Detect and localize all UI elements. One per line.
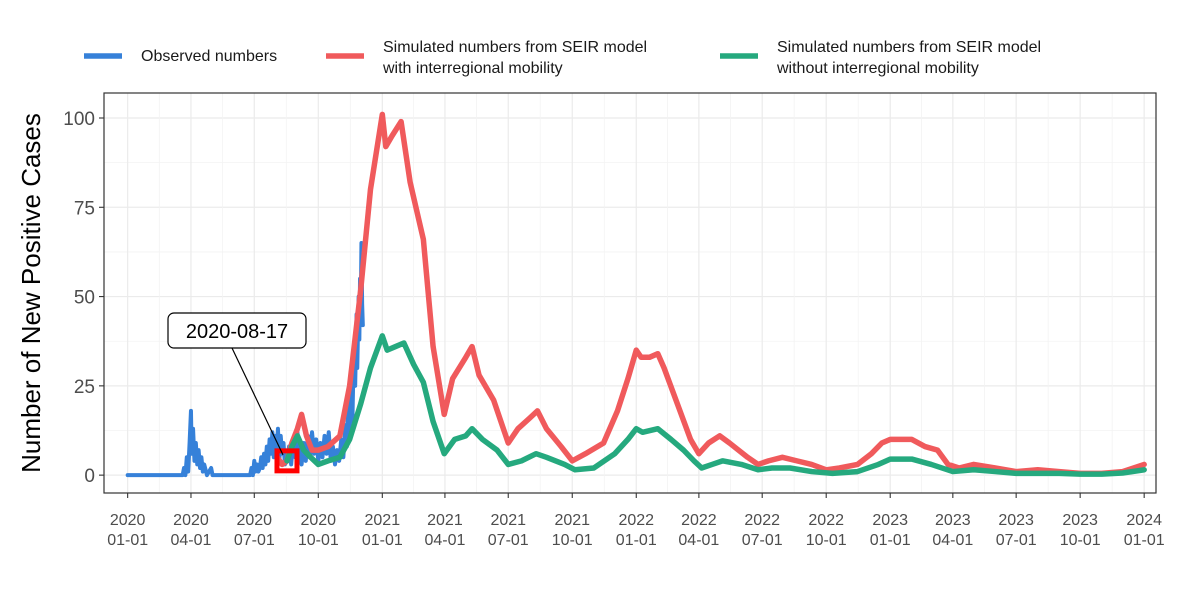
x-tick-label: 2020 01-01 xyxy=(107,512,148,549)
annotation-highlight xyxy=(274,448,300,474)
x-tick-label: 2023 04-01 xyxy=(932,512,973,549)
plot-border xyxy=(103,92,1157,494)
legend-item: Simulated numbers from SEIR model with in… xyxy=(326,39,647,77)
annotation-box xyxy=(167,312,307,349)
y-tick-label: 75 xyxy=(74,198,95,219)
x-tick-label: 2023 07-01 xyxy=(996,512,1037,549)
legend-label: Simulated numbers from SEIR model without… xyxy=(776,39,1041,77)
x-tick-label: 2020 10-01 xyxy=(298,512,339,549)
series-line-with-mobility xyxy=(274,111,1147,477)
y-tick-label: 100 xyxy=(63,109,95,130)
series-line-without-mobility xyxy=(284,333,1147,477)
x-tick-label: 2021 01-01 xyxy=(362,512,403,549)
y-tick-label: 25 xyxy=(74,377,95,398)
legend: Observed numbers Simulated numbers from S… xyxy=(84,39,1041,77)
x-tick-label: 2021 07-01 xyxy=(488,512,529,549)
x-tick-label: 2020 07-01 xyxy=(234,512,275,549)
annotation-label: 2020-08-17 xyxy=(186,321,288,343)
x-tick-label: 2023 01-01 xyxy=(870,512,911,549)
y-axis-title: Number of New Positive Cases xyxy=(16,113,46,473)
x-tick-label: 2023 10-01 xyxy=(1060,512,1101,549)
x-tick-label: 2022 07-01 xyxy=(742,512,783,549)
legend-item: Observed numbers xyxy=(84,48,277,65)
x-tick-label: 2022 04-01 xyxy=(678,512,719,549)
plot-area: 2020-08-17 xyxy=(103,92,1157,494)
x-tick-label: 2022 01-01 xyxy=(616,512,657,549)
legend-item: Simulated numbers from SEIR model without… xyxy=(720,39,1041,77)
annotation: 2020-08-17 xyxy=(167,312,307,474)
series-layer xyxy=(125,111,1147,478)
legend-label: Simulated numbers from SEIR model with in… xyxy=(382,39,647,77)
x-tick-label: 2020 04-01 xyxy=(171,512,212,549)
y-tick-label: 50 xyxy=(74,288,95,309)
x-tick-label: 2022 10-01 xyxy=(806,512,847,549)
x-tick-label: 2024 01-01 xyxy=(1124,512,1165,549)
x-tick-label: 2021 04-01 xyxy=(424,512,465,549)
annotation-leader xyxy=(231,347,284,456)
plot-background xyxy=(104,93,1156,493)
y-axis: 0 25 50 75 100 xyxy=(63,109,104,487)
x-axis: 2020 01-01 2020 04-01 2020 07-01 2020 10-01 2021… xyxy=(107,493,1165,549)
legend-label: Observed numbers xyxy=(141,48,277,65)
y-tick-label: 0 xyxy=(84,466,95,487)
x-tick-label: 2021 10-01 xyxy=(552,512,593,549)
